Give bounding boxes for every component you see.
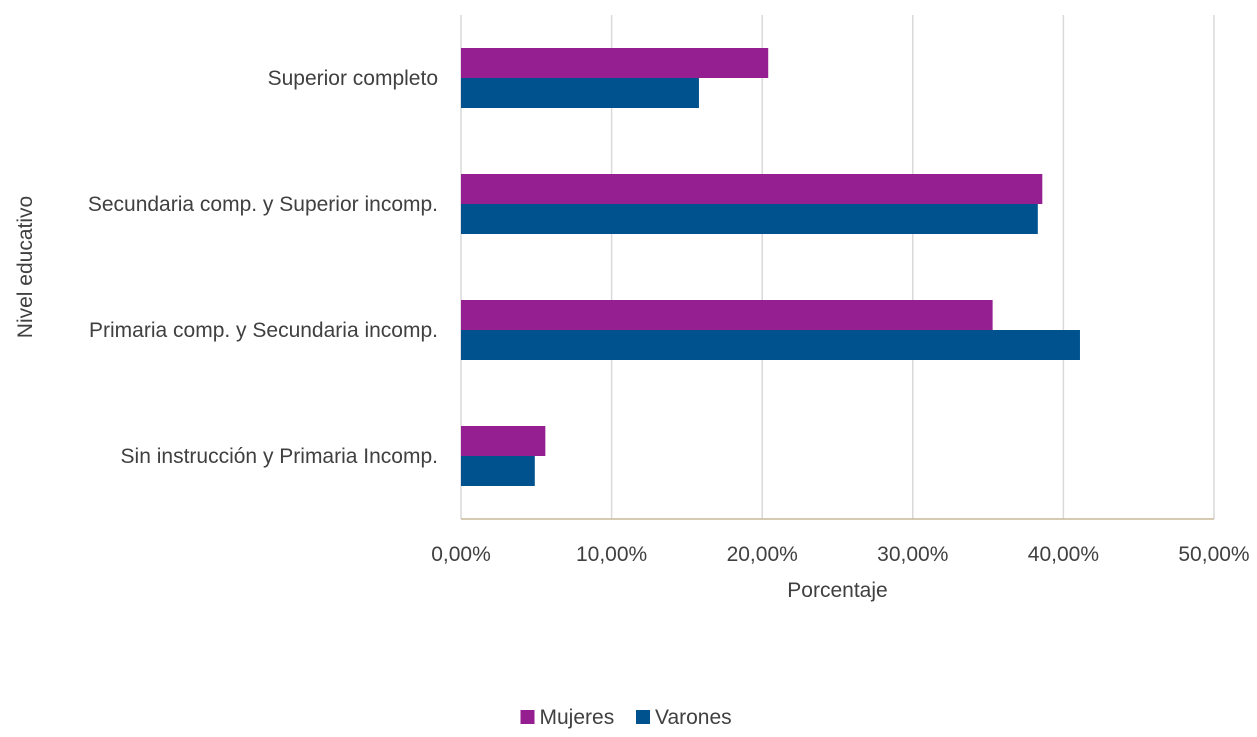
x-tick-label: 0,00% <box>431 543 491 566</box>
y-axis-title: Nivel educativo <box>14 196 37 338</box>
bar-mujeres <box>461 48 769 78</box>
bar-varones <box>461 78 699 108</box>
category-labels: Superior completo Secundaria comp. y Supe… <box>88 67 438 468</box>
bars <box>461 48 1080 486</box>
x-tick-label: 50,00% <box>1178 543 1249 566</box>
legend-label-mujeres: Mujeres <box>540 706 615 729</box>
x-tick-label: 30,00% <box>877 543 948 566</box>
legend-label-varones: Varones <box>655 706 732 729</box>
category-label: Secundaria comp. y Superior incomp. <box>88 193 438 216</box>
x-axis-ticks: 0,00% 10,00% 20,00% 30,00% 40,00% 50,00% <box>431 543 1249 566</box>
bar-mujeres <box>461 426 546 456</box>
legend-swatch-mujeres <box>520 710 535 724</box>
category-label: Sin instrucción y Primaria Incomp. <box>121 445 438 468</box>
bar-mujeres <box>461 300 993 330</box>
category-label: Primaria comp. y Secundaria incomp. <box>89 319 438 342</box>
x-axis-title: Porcentaje <box>787 579 887 602</box>
x-tick-label: 20,00% <box>727 543 798 566</box>
x-tick-label: 10,00% <box>576 543 647 566</box>
bar-mujeres <box>461 174 1043 204</box>
legend-swatch-varones <box>636 710 650 724</box>
bar-varones <box>461 330 1080 360</box>
bar-varones <box>461 204 1038 234</box>
x-tick-label: 40,00% <box>1028 543 1099 566</box>
legend: Mujeres Varones <box>520 706 732 729</box>
category-label: Superior completo <box>268 67 438 90</box>
bar-varones <box>461 456 535 486</box>
